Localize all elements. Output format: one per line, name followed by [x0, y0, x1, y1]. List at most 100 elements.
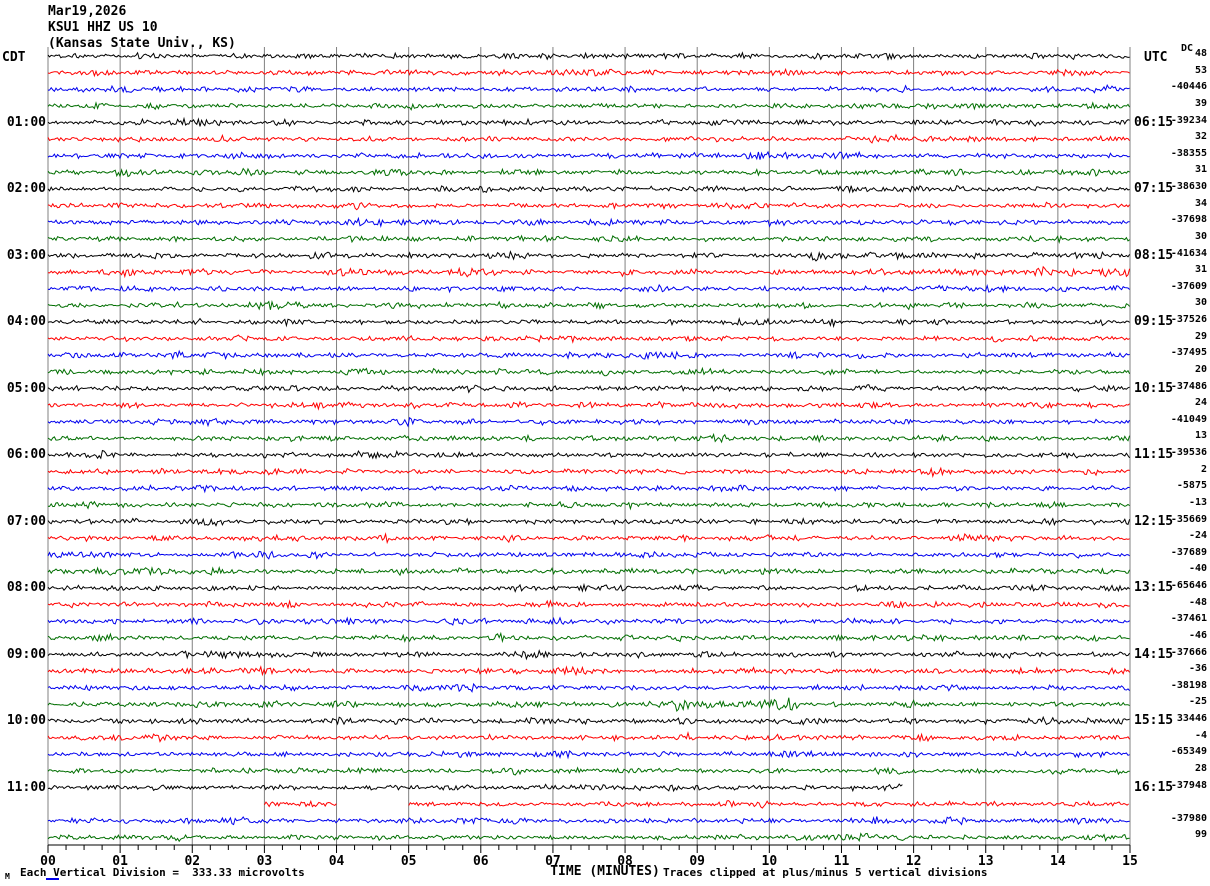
- minute-tick-label: 08: [617, 854, 633, 869]
- dc-offset-value: 34: [1194, 197, 1207, 209]
- right-timezone-header: UTC: [1144, 50, 1168, 65]
- minute-tick-label: 14: [1050, 854, 1066, 869]
- seismogram-trace: [47, 631, 1130, 644]
- dc-offset-value: -40: [1188, 563, 1207, 575]
- title-station: KSU1 HHZ US 10: [48, 20, 158, 35]
- cdt-time-label: 10:00: [6, 713, 46, 728]
- utc-time-label: 10:15: [1134, 380, 1174, 396]
- seismogram-trace: [47, 349, 1130, 361]
- utc-time-label: 07:15: [1134, 181, 1174, 196]
- seismogram-trace: [47, 500, 1130, 511]
- seismogram-trace: [47, 599, 1130, 610]
- seismogram-trace: [47, 150, 1130, 161]
- dc-offset-value: -38630: [1170, 181, 1207, 192]
- utc-time-label: 06:15: [1134, 114, 1174, 130]
- cdt-time-label: 04:00: [6, 314, 46, 329]
- minute-tick-label: 01: [112, 854, 128, 869]
- dc-offset-value: -46: [1188, 629, 1207, 641]
- cdt-time-label: 07:00: [6, 513, 46, 529]
- dc-offset-value: -37526: [1170, 314, 1207, 325]
- minute-tick-label: 11: [833, 854, 850, 869]
- dc-offset-value: -38355: [1170, 147, 1207, 159]
- dc-offset-value: -37486: [1170, 380, 1207, 392]
- dc-offset-value: 99: [1194, 829, 1207, 841]
- seismogram-trace: [47, 366, 1131, 377]
- dc-offset-value: -25: [1188, 696, 1207, 708]
- x-axis-title: TIME (MINUTES): [550, 864, 660, 879]
- dc-offset-value: 13: [1194, 430, 1207, 442]
- dc-offset-value: 31: [1194, 264, 1207, 276]
- seismogram-trace: [47, 649, 1131, 661]
- utc-time-label: 08:15: [1134, 247, 1174, 263]
- seismogram-trace: [47, 665, 1130, 677]
- dc-offset-value: 31: [1194, 164, 1207, 176]
- seismogram-trace: [47, 616, 1130, 626]
- minute-tick-label: 15: [1122, 854, 1138, 869]
- dc-offset-value: 20: [1194, 363, 1207, 375]
- minute-tick-label: 10: [761, 854, 778, 869]
- dc-offset-value: -65349: [1170, 746, 1207, 758]
- seismogram-trace: [47, 283, 1130, 294]
- cdt-time-label: 11:00: [6, 779, 46, 795]
- cdt-time-label: 06:00: [6, 447, 46, 462]
- dc-offset-value: -5875: [1176, 480, 1207, 492]
- seismogram-trace: [47, 384, 1130, 394]
- dc-offset-value: -48: [1188, 596, 1207, 608]
- seismogram-trace: [263, 799, 337, 808]
- seismogram-trace: [47, 67, 1130, 78]
- dc-offset-value: -37980: [1170, 812, 1207, 824]
- utc-time-label: 14:15: [1134, 646, 1174, 662]
- dc-offset-value: -41049: [1170, 413, 1207, 425]
- seismogram-trace: [47, 201, 1130, 211]
- utc-time-label: 11:15: [1134, 447, 1174, 462]
- title-date: Mar19,2026: [48, 4, 127, 19]
- dc-offset-value: -39536: [1170, 447, 1207, 458]
- cdt-time-label: 05:00: [6, 380, 46, 396]
- seismogram-trace: [47, 400, 1130, 411]
- link-underline-mark: [46, 878, 59, 880]
- seismogram-trace: [47, 116, 1130, 128]
- seismogram-trace: [47, 697, 1130, 713]
- dc-offset-value: 33446: [1176, 713, 1207, 724]
- dc-offset-value: -38198: [1170, 679, 1207, 691]
- corner-mark: M: [5, 872, 10, 881]
- seismogram-trace: [47, 416, 1131, 428]
- seismogram-trace: [47, 265, 1131, 279]
- seismogram-trace: [47, 101, 1131, 111]
- dc-offset-value: -37666: [1170, 646, 1207, 658]
- dc-offset-value: 28: [1194, 762, 1207, 774]
- left-timezone-header: CDT: [2, 50, 26, 65]
- seismogram-trace: [47, 167, 1130, 178]
- dc-offset-value: -39234: [1170, 114, 1207, 126]
- seismogram-trace: [47, 582, 1130, 593]
- dc-offset-value: -40446: [1170, 81, 1207, 93]
- seismogram-trace: [47, 184, 1130, 194]
- seismogram-trace: [47, 682, 1130, 693]
- seismogram-trace: [47, 316, 1130, 329]
- minute-tick-label: 13: [977, 854, 994, 869]
- dc-offset-value: 48: [1194, 48, 1207, 59]
- dc-offset-value: -35669: [1170, 513, 1207, 525]
- dc-offset-value: 29: [1194, 330, 1207, 342]
- seismogram-trace: [47, 731, 1131, 743]
- utc-time-label: 09:15: [1134, 314, 1174, 329]
- dc-offset-value: -37461: [1170, 613, 1207, 625]
- minute-tick-label: 05: [400, 854, 417, 869]
- utc-time-label: 12:15: [1134, 513, 1174, 529]
- seismogram-trace: [47, 565, 1131, 577]
- seismogram-trace: [47, 216, 1130, 229]
- minute-tick-label: 07: [545, 854, 561, 869]
- utc-time-label: 15:15: [1134, 713, 1174, 728]
- dc-offset-value: -37689: [1170, 546, 1207, 558]
- minute-tick-label: 02: [184, 854, 201, 869]
- dc-offset-value: -37948: [1170, 779, 1207, 791]
- seismogram-trace: [47, 715, 1130, 726]
- dc-offset-value: 30: [1194, 230, 1207, 242]
- seismogram-trace: [47, 449, 1131, 460]
- cdt-time-label: 08:00: [6, 580, 46, 595]
- dc-offset-value: 24: [1194, 397, 1207, 409]
- cdt-time-label: 03:00: [6, 247, 46, 263]
- seismogram-trace: [47, 432, 1131, 444]
- seismogram-trace: [408, 800, 1129, 809]
